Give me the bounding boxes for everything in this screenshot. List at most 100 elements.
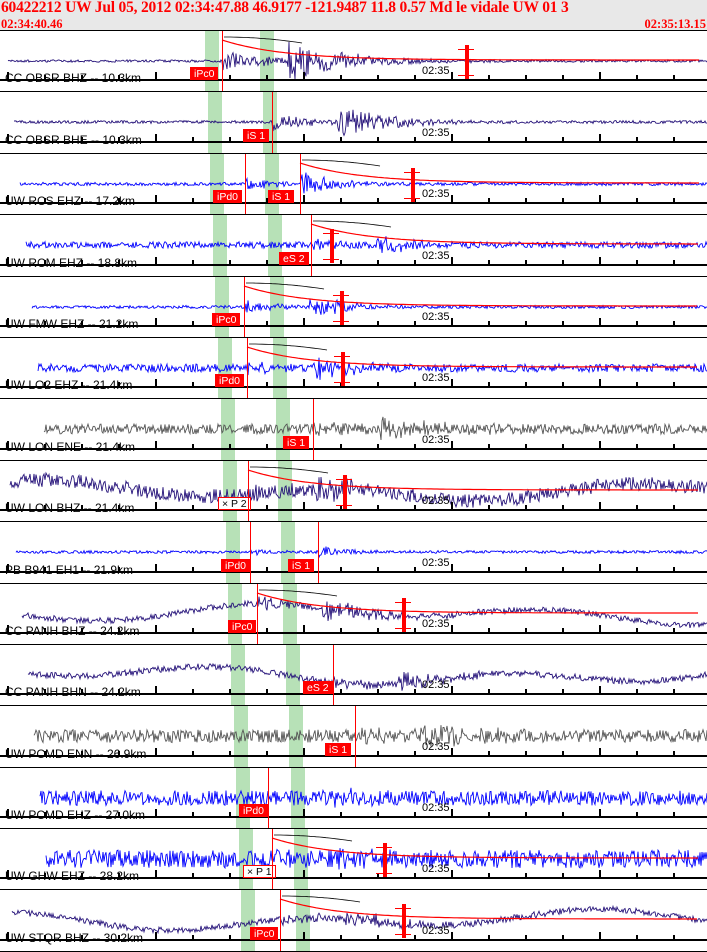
axis-tick-major xyxy=(7,624,9,632)
axis-tick-minor xyxy=(81,443,83,448)
amplitude-marker[interactable] xyxy=(343,474,347,509)
axis-tick-major xyxy=(7,440,9,448)
trace-row[interactable]: 02:35 CC PANH BHN -- 24.2km eS 2 xyxy=(0,644,707,707)
pick-flag[interactable]: iPc0 xyxy=(250,926,279,940)
trace-row[interactable]: 02:35 UW LON BHZ -- 21.4km × P 2 xyxy=(0,460,707,523)
channel-label: UW LON BHZ -- 21.4km xyxy=(5,501,135,516)
trace-row[interactable]: 02:35 UW PCMD EHZ -- 27.0km iPd0 xyxy=(0,767,707,830)
pick-flag[interactable]: × P 1 xyxy=(243,865,276,879)
coda-envelope xyxy=(256,591,698,614)
trace-row[interactable]: 02:35 UW GHW EHZ -- 28.2km × P 1 xyxy=(0,829,707,891)
axis-tick-major xyxy=(599,686,601,694)
amplitude-marker[interactable] xyxy=(465,45,469,79)
pick-flag[interactable]: iPd0 xyxy=(221,558,251,572)
arrival-band xyxy=(283,583,298,644)
pick-line[interactable] xyxy=(300,153,301,215)
trace-row[interactable]: 02:35 CC PANH BHZ -- 24.2km iPc0 xyxy=(0,583,707,645)
amplitude-marker[interactable] xyxy=(341,351,345,386)
axis-tick-minor xyxy=(636,627,638,632)
pick-line[interactable] xyxy=(268,767,269,829)
axis-tick-major xyxy=(155,931,157,939)
axis-tick-minor xyxy=(414,627,416,632)
trace-row[interactable]: 02:35 UW RCM EHZ -- 18.8km eS 2 xyxy=(0,215,707,277)
axis-tick-minor xyxy=(562,443,564,448)
axis-tick-major xyxy=(7,317,9,325)
trace-row[interactable]: 02:35 UW FMW EHZ -- 21.2km iPc0 xyxy=(0,276,707,338)
amplitude-marker[interactable] xyxy=(402,597,406,632)
axis-tick-minor xyxy=(44,689,46,694)
pick-line[interactable] xyxy=(257,583,258,644)
axis-tick-major xyxy=(303,809,305,817)
pick-flag[interactable]: iPc0 xyxy=(228,619,257,633)
trace-row[interactable]: 02:35 CC OBSR BHZ -- 10.3km iPc0 xyxy=(0,30,707,93)
axis-tick-minor xyxy=(673,750,675,755)
trace-row[interactable]: 02:35 UW PCMD ENN -- 26.9km iS 1 xyxy=(0,706,707,768)
amplitude-marker[interactable] xyxy=(402,904,406,939)
amplitude-cross-bar xyxy=(333,294,349,296)
trace-row[interactable]: 02:35 UW LO2 EHZ -- 21.4km iPd0 xyxy=(0,337,707,400)
axis-tick-minor xyxy=(673,259,675,264)
pick-flag[interactable]: iS 1 xyxy=(288,558,315,572)
amplitude-marker[interactable] xyxy=(383,843,387,878)
pick-line[interactable] xyxy=(280,890,281,951)
axis-tick-minor xyxy=(340,259,342,264)
pick-flag[interactable]: iPd0 xyxy=(215,374,245,388)
axis-tick-major xyxy=(7,563,9,571)
pick-flag[interactable]: iS 1 xyxy=(283,435,310,449)
pick-line[interactable] xyxy=(333,644,334,706)
trace-row[interactable]: 02:35 UW LON ENE -- 21.4km iS 1 xyxy=(0,399,707,461)
axis-tick-major xyxy=(303,747,305,755)
trace-row[interactable]: 02:35 CC OBSR BHE -- 10.3km iS 1 xyxy=(0,92,707,154)
axis-tick-minor xyxy=(525,627,527,632)
pick-line[interactable] xyxy=(222,31,223,92)
pick-line[interactable] xyxy=(247,337,248,399)
pick-flag[interactable]: iPc0 xyxy=(212,312,241,326)
axis-tick-minor xyxy=(525,505,527,510)
axis-tick-major xyxy=(7,72,9,80)
pick-line[interactable] xyxy=(355,706,356,767)
axis-tick-minor xyxy=(192,812,194,817)
trace-row[interactable]: 02:35 UW STQR BHZ -- 30.2km iPc0 xyxy=(0,890,707,952)
axis-tick-minor xyxy=(673,382,675,387)
arrival-band xyxy=(296,890,311,951)
trace-row[interactable]: 02:35 PB B941 EH1 -- 21.9km iPd0 iS 1 xyxy=(0,522,707,584)
pick-line[interactable] xyxy=(245,153,246,215)
pick-line[interactable] xyxy=(272,829,273,890)
amplitude-marker[interactable] xyxy=(340,290,344,325)
axis-tick-minor xyxy=(636,689,638,694)
pick-line[interactable] xyxy=(244,276,245,337)
axis-tick-minor xyxy=(192,198,194,203)
trace-stack[interactable]: 02:35 CC OBSR BHZ -- 10.3km iPc0 02:35 CC OB… xyxy=(0,30,707,952)
axis-tick-minor xyxy=(377,812,379,817)
amplitude-marker[interactable] xyxy=(330,229,334,264)
axis-tick-minor xyxy=(266,198,268,203)
axis-tick-minor xyxy=(488,198,490,203)
trace-row[interactable]: 02:35 UW RCS EHZ -- 17.2km iPd0 iS 1 xyxy=(0,153,707,216)
pick-line[interactable] xyxy=(248,460,249,522)
pick-line[interactable] xyxy=(272,92,273,153)
axis-tick-minor xyxy=(636,750,638,755)
pick-flag[interactable]: iS 1 xyxy=(243,128,270,142)
axis-tick-minor xyxy=(636,566,638,571)
pick-flag[interactable]: iS 1 xyxy=(325,742,352,756)
header-bar: 60422212 UW Jul 05, 2012 02:34:47.88 46.… xyxy=(0,0,707,31)
pick-line[interactable] xyxy=(318,522,319,583)
pick-flag[interactable]: × P 2 xyxy=(218,497,251,511)
axis-tick-minor xyxy=(377,259,379,264)
pick-flag[interactable]: eS 2 xyxy=(279,251,309,265)
amplitude-marker[interactable] xyxy=(411,167,415,202)
arrival-band xyxy=(291,767,306,829)
arrival-band xyxy=(278,460,293,522)
pick-flag[interactable]: iS 1 xyxy=(268,190,295,204)
axis-tick-major xyxy=(599,809,601,817)
pick-flag[interactable]: iPd0 xyxy=(239,804,269,818)
axis-tick-minor xyxy=(118,566,120,571)
axis-time-label: 02:35 xyxy=(422,679,450,692)
pick-line[interactable] xyxy=(250,522,251,583)
axis-time-label: 02:35 xyxy=(422,740,450,753)
pick-flag[interactable]: eS 2 xyxy=(303,681,333,695)
pick-line[interactable] xyxy=(313,399,314,460)
pick-flag[interactable]: iPc0 xyxy=(190,67,219,81)
pick-line[interactable] xyxy=(311,215,312,276)
pick-flag[interactable]: iPd0 xyxy=(213,190,243,204)
